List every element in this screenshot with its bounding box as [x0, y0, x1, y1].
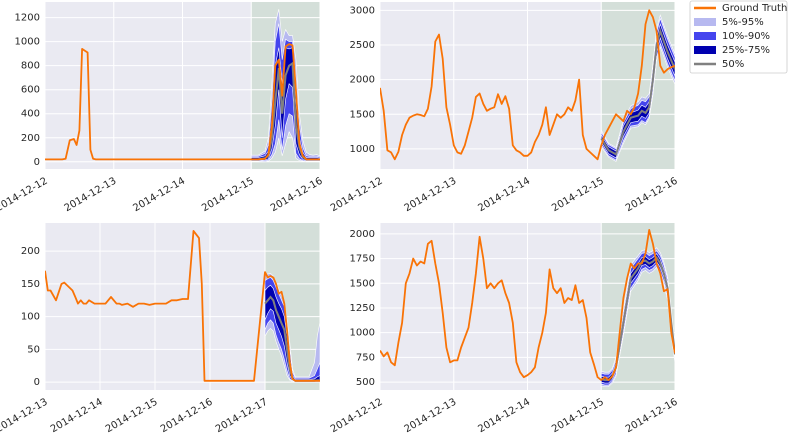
- x-tick-label: 2014-12-15: [104, 397, 160, 436]
- plot-area: [380, 228, 675, 387]
- legend-swatch-p5_95: [694, 18, 716, 26]
- band-25-75: [264, 284, 320, 382]
- legend-swatch-p25_75: [694, 46, 716, 54]
- panel-bottom-left: 2014-12-13 2014-12-14 2014-12-15 2014-12-16…: [0, 223, 321, 436]
- x-tick-label: 2014-12-15: [550, 176, 606, 215]
- band-25-75: [251, 47, 320, 161]
- forecast-region: [601, 223, 675, 390]
- x-tick-label: 2014-12-13: [403, 397, 459, 436]
- band-10-90: [601, 250, 675, 386]
- y-tick-label: 0: [34, 157, 40, 168]
- x-tick-label: 2014-12-12: [329, 397, 385, 436]
- ground-truth-line: [45, 43, 320, 161]
- ground-truth-line: [380, 9, 675, 161]
- y-tick-label: 200: [21, 246, 40, 257]
- x-tick-label: 2014-12-13: [0, 397, 50, 436]
- x-tick-label: 2014-12-12: [329, 176, 385, 215]
- y-tick-label: 1500: [350, 109, 375, 120]
- plot-area: [45, 229, 320, 383]
- panel-bottom-right: 2014-12-12 2014-12-13 2014-12-14 2014-12-15…: [329, 223, 680, 435]
- plot-area: [45, 9, 320, 163]
- x-tick-label: 2014-12-14: [49, 397, 105, 436]
- median-line: [600, 27, 675, 156]
- x-tick-label: 2014-12-13: [403, 176, 459, 215]
- x-tick-label: 2014-12-16: [159, 397, 215, 436]
- y-tick-label: 1500: [350, 278, 375, 289]
- legend-label-p25_75: 25%-75%: [722, 45, 770, 56]
- y-tick-label: 0: [34, 377, 40, 388]
- y-tick-label: 2500: [350, 40, 375, 51]
- x-tick-label: 2014-12-17: [214, 397, 270, 436]
- x-tick-label: 2014-12-16: [624, 176, 680, 215]
- y-tick-label: 500: [356, 377, 375, 388]
- y-tick-label: 3000: [350, 5, 375, 16]
- x-tick-label: 2014-12-13: [63, 176, 119, 215]
- y-tick-label: 1250: [350, 303, 375, 314]
- x-tick-label: 2014-12-14: [476, 397, 532, 436]
- y-tick-label: 750: [356, 352, 375, 363]
- panel-top-left: 2014-12-12 2014-12-13 2014-12-14 2014-12-15…: [0, 2, 325, 214]
- y-tick-label: 50: [27, 344, 40, 355]
- y-tick-label: 200: [21, 133, 40, 144]
- y-tick-label: 800: [21, 61, 40, 72]
- y-tick-label: 1000: [350, 328, 375, 339]
- band-25-75: [601, 23, 675, 159]
- y-tick-label: 400: [21, 109, 40, 120]
- y-tick-label: 1200: [15, 13, 40, 24]
- y-tick-label: 100: [21, 312, 40, 323]
- panel-top-right: 2014-12-12 2014-12-13 2014-12-14 2014-12-15…: [329, 2, 680, 214]
- legend-swatch-p10_90: [694, 32, 716, 40]
- ground-truth-line: [380, 228, 675, 382]
- y-tick-label: 1000: [350, 144, 375, 155]
- x-tick-label: 2014-12-16: [624, 397, 680, 436]
- x-tick-label: 2014-12-16: [269, 176, 325, 215]
- y-tick-label: 2000: [350, 75, 375, 86]
- ground-truth-line: [45, 229, 320, 382]
- legend: Ground Truth 5%-95% 10%-90% 25%-75% 50%: [689, 0, 788, 74]
- y-tick-label: 1750: [350, 254, 375, 265]
- y-tick-label: 1000: [15, 37, 40, 48]
- legend-label-gt: Ground Truth: [722, 3, 787, 14]
- x-tick-label: 2014-12-15: [550, 397, 606, 436]
- x-tick-label: 2014-12-15: [200, 176, 256, 215]
- legend-label-p5_95: 5%-95%: [722, 17, 764, 28]
- x-tick-label: 2014-12-14: [476, 176, 532, 215]
- legend-label-p50: 50%: [722, 59, 744, 70]
- y-tick-label: 2000: [350, 229, 375, 240]
- legend-label-p10_90: 10%-90%: [722, 31, 770, 42]
- x-tick-label: 2014-12-14: [131, 176, 187, 215]
- y-tick-label: 150: [21, 279, 40, 290]
- x-tick-label: 2014-12-12: [0, 176, 50, 215]
- plot-area: [380, 9, 675, 162]
- y-tick-label: 600: [21, 85, 40, 96]
